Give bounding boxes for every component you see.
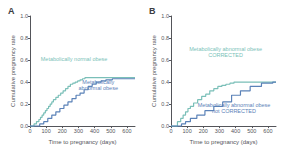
svg-text:Metabolically abnormal obese: Metabolically abnormal obese xyxy=(197,101,271,108)
svg-text:0.8: 0.8 xyxy=(161,35,169,41)
svg-text:0.4: 0.4 xyxy=(161,79,169,85)
svg-text:Time to pregnancy (days): Time to pregnancy (days) xyxy=(49,139,117,145)
svg-text:500: 500 xyxy=(106,128,115,134)
svg-text:Metabolically: Metabolically xyxy=(82,79,115,86)
svg-text:400: 400 xyxy=(231,128,240,134)
svg-text:Cumulative pregnancy rate: Cumulative pregnancy rate xyxy=(151,35,157,107)
svg-text:500: 500 xyxy=(247,128,256,134)
svg-text:B: B xyxy=(149,6,156,16)
svg-text:0.8: 0.8 xyxy=(20,35,28,41)
svg-text:300: 300 xyxy=(74,128,83,134)
svg-text:0.6: 0.6 xyxy=(20,57,28,63)
svg-text:0.6: 0.6 xyxy=(161,57,169,63)
svg-text:A: A xyxy=(8,6,15,16)
svg-text:0.2: 0.2 xyxy=(20,101,28,107)
svg-text:abnormal obese: abnormal obese xyxy=(79,85,118,91)
svg-text:Time to pregnancy (days): Time to pregnancy (days) xyxy=(190,139,258,145)
svg-text:0.0: 0.0 xyxy=(20,123,28,129)
svg-text:200: 200 xyxy=(58,128,67,134)
svg-text:300: 300 xyxy=(215,128,224,134)
svg-text:600: 600 xyxy=(122,128,131,134)
svg-text:200: 200 xyxy=(199,128,208,134)
svg-text:Cumulative pregnancy rate: Cumulative pregnancy rate xyxy=(10,35,16,107)
svg-text:0.0: 0.0 xyxy=(161,123,169,129)
svg-text:0: 0 xyxy=(169,128,172,134)
svg-text:0.4: 0.4 xyxy=(20,79,28,85)
svg-text:Metabolically abnormal obese: Metabolically abnormal obese xyxy=(189,45,262,52)
svg-text:100: 100 xyxy=(42,128,51,134)
svg-text:400: 400 xyxy=(90,128,99,134)
svg-text:0.2: 0.2 xyxy=(161,101,169,107)
svg-text:100: 100 xyxy=(183,128,192,134)
svg-text:Metabolically normal obese: Metabolically normal obese xyxy=(41,56,108,62)
svg-text:not CORRECTED: not CORRECTED xyxy=(212,108,256,114)
svg-text:CORRECTED: CORRECTED xyxy=(208,52,243,58)
svg-text:0: 0 xyxy=(28,128,31,134)
svg-text:1.0: 1.0 xyxy=(161,13,169,19)
svg-text:600: 600 xyxy=(263,128,272,134)
svg-text:1.0: 1.0 xyxy=(20,13,28,19)
